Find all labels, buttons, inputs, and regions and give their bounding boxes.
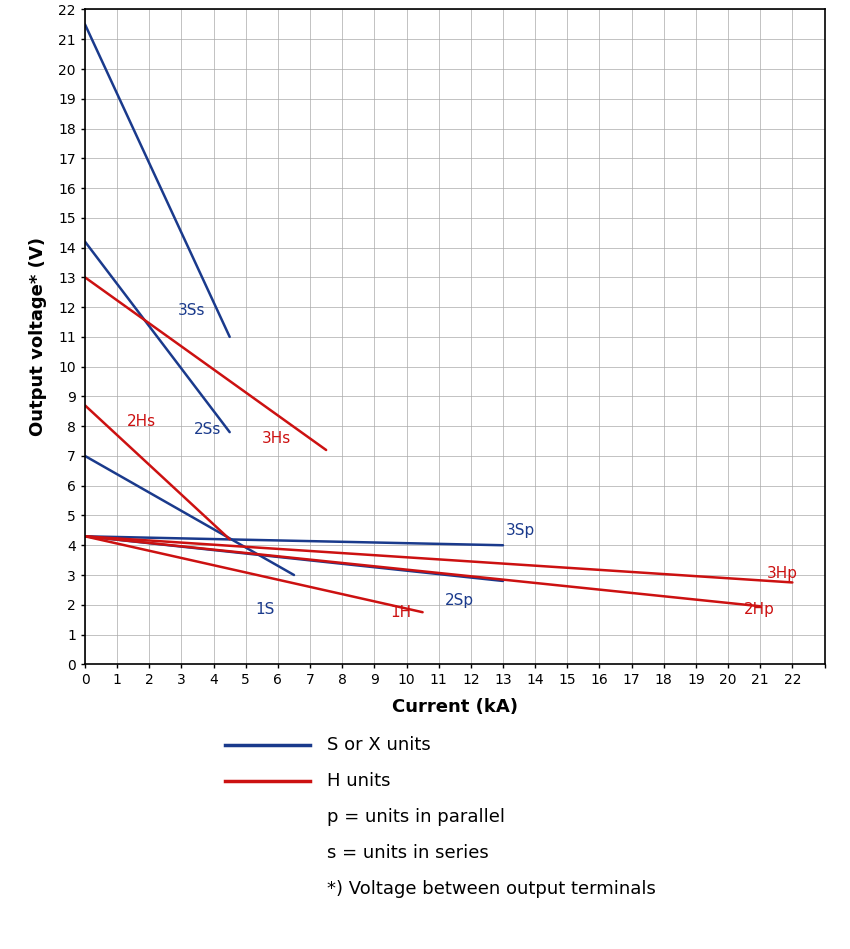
Text: 1S: 1S (255, 602, 275, 617)
Text: 2Sp: 2Sp (445, 593, 474, 607)
Text: 3Sp: 3Sp (507, 523, 536, 538)
Text: p = units in parallel: p = units in parallel (327, 809, 505, 826)
Text: H units: H units (327, 772, 391, 790)
Text: *) Voltage between output terminals: *) Voltage between output terminals (327, 881, 656, 898)
Text: 1H: 1H (390, 605, 411, 620)
Text: s = units in series: s = units in series (327, 845, 489, 862)
Text: 2Ss: 2Ss (195, 421, 222, 437)
Y-axis label: Output voltage* (V): Output voltage* (V) (29, 237, 47, 437)
Text: 2Hs: 2Hs (127, 414, 156, 429)
Text: 3Ss: 3Ss (178, 303, 206, 318)
X-axis label: Current (kA): Current (kA) (392, 698, 518, 716)
Text: 3Hp: 3Hp (767, 566, 797, 581)
Text: 2Hp: 2Hp (744, 602, 775, 617)
Text: 3Hs: 3Hs (262, 431, 291, 446)
Text: S or X units: S or X units (327, 736, 431, 754)
